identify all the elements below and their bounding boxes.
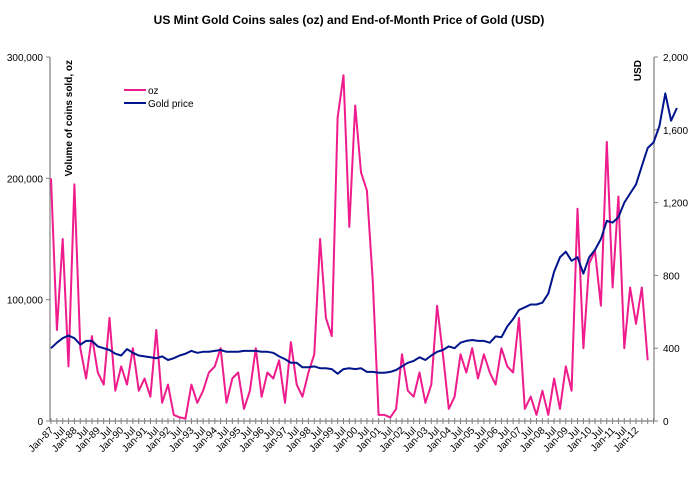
axes: 0 100,000 200,000 300,000 0 400 800 1,200 1,600 2… (7, 53, 689, 455)
chart-title: US Mint Gold Coins sales (oz) and End-of… (153, 13, 545, 27)
y-left-tick-label: 0 (37, 417, 43, 428)
y-left-tick-label: 300,000 (7, 53, 44, 64)
y-right-tick-label: 400 (663, 344, 680, 355)
y-left-tick-label: 100,000 (7, 296, 44, 307)
legend-oz-label: oz (148, 86, 159, 97)
series-gold-price-line (50, 92, 678, 375)
legend: oz Gold price (124, 86, 194, 110)
legend-gold-label: Gold price (148, 99, 194, 110)
y-right-tick-label: 0 (663, 417, 669, 428)
y-right-tick-label: 2,000 (663, 53, 688, 64)
x-tick-label: Jan-87 (27, 425, 57, 455)
series-lines (50, 74, 678, 420)
y-axis-left-label: Volume of coins sold, oz (64, 60, 75, 177)
y-left-tick-label: 200,000 (7, 174, 44, 185)
y-axis-right-label: USD (633, 60, 644, 81)
y-right-tick-label: 1,600 (663, 126, 688, 137)
y-right-tick-label: 800 (663, 271, 680, 282)
y-right-tick-label: 1,200 (663, 199, 688, 210)
series-oz-line (50, 74, 649, 420)
